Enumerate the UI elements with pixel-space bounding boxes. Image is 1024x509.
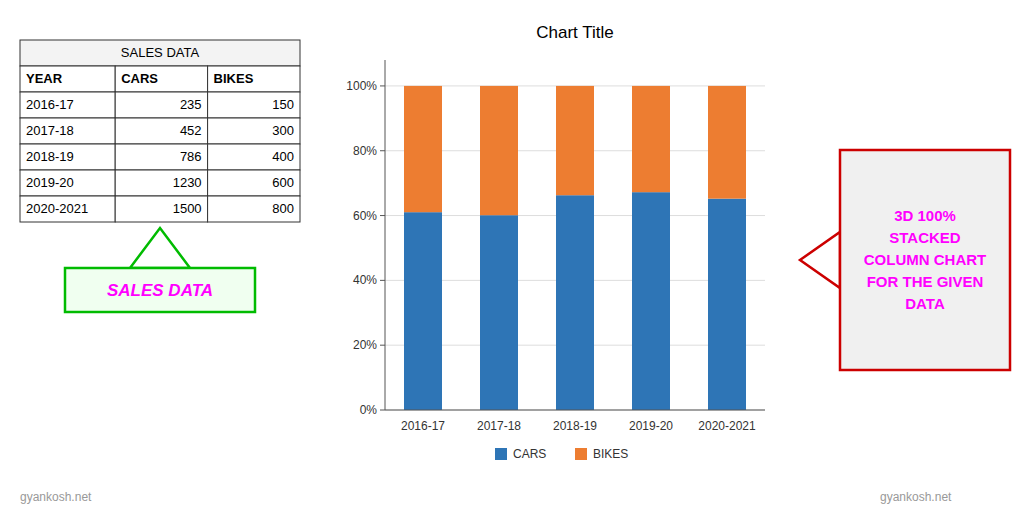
- x-tick-label: 2020-2021: [698, 419, 756, 433]
- y-tick-label: 60%: [353, 209, 377, 223]
- table-cell: [115, 144, 207, 170]
- table-column-header: CARS: [121, 71, 158, 86]
- y-tick: [380, 85, 385, 86]
- x-axis-line: [385, 410, 765, 411]
- y-tick: [380, 410, 385, 411]
- table-value: 2020-2021: [26, 201, 88, 216]
- bar-segment: [556, 86, 594, 195]
- legend-swatch: [575, 448, 587, 460]
- grid-line: [385, 410, 765, 411]
- y-axis: 0% 20% 40% 60% 80% 100%: [346, 79, 765, 417]
- table-cell: [20, 196, 115, 222]
- table-value: 2017-18: [26, 123, 74, 138]
- y-tick: [380, 280, 385, 281]
- table-column-header: YEAR: [26, 71, 63, 86]
- table-cell: [20, 170, 115, 196]
- bar-segment: [632, 86, 670, 192]
- table-cell: [20, 144, 115, 170]
- table-value: 452: [180, 123, 202, 138]
- table-cell: [115, 170, 207, 196]
- table-cell: [115, 196, 207, 222]
- annotation-arrow: [800, 232, 840, 288]
- bar-segment: [708, 199, 746, 410]
- table-cell: [208, 66, 300, 92]
- table-cell: [208, 92, 300, 118]
- table-cell: [20, 66, 115, 92]
- x-tick-label: 2018-19: [553, 419, 597, 433]
- table: SALES DATA YEAR CARS BIKES 2016-17 235 150 2017…: [20, 40, 300, 222]
- callout-box: [65, 268, 255, 312]
- y-tick: [380, 150, 385, 151]
- bar-segment: [708, 86, 746, 199]
- legend: CARS BIKES: [495, 447, 628, 461]
- y-tick-label: 80%: [353, 144, 377, 158]
- annotation-box: [840, 150, 1010, 370]
- table-value: 600: [272, 175, 294, 190]
- table-value: 800: [272, 201, 294, 216]
- table-value: 1230: [173, 175, 202, 190]
- table-cell: [20, 92, 115, 118]
- table-cell: [208, 170, 300, 196]
- chart-title: Chart Title: [536, 23, 613, 42]
- table-value: 400: [272, 149, 294, 164]
- figure: SALES DATA YEAR CARS BIKES 2016-17 235 150 2017…: [0, 0, 1024, 509]
- annotation-line: STACKED: [889, 229, 961, 246]
- table-cell: [208, 118, 300, 144]
- x-tick-label: 2019-20: [629, 419, 673, 433]
- table-cell: [20, 118, 115, 144]
- table-value: 2019-20: [26, 175, 74, 190]
- annotation-line: DATA: [905, 295, 945, 312]
- y-tick-label: 20%: [353, 338, 377, 352]
- bar-segment: [404, 212, 442, 410]
- bar-segment: [480, 215, 518, 410]
- table-header: SALES DATA: [121, 45, 200, 60]
- table-cell: [208, 144, 300, 170]
- annotation-text: 3D 100% STACKED COLUMN CHART FOR THE GIVEN D…: [864, 207, 986, 312]
- table-value: 235: [180, 97, 202, 112]
- x-axis: 2016-17 2017-18 2018-19 2019-20 2020-2021: [401, 419, 756, 433]
- table-cell: [115, 66, 207, 92]
- table-value: 150: [272, 97, 294, 112]
- table-header-cell: [20, 40, 300, 66]
- legend-label: CARS: [513, 447, 546, 461]
- background: [0, 0, 1024, 509]
- y-tick: [380, 215, 385, 216]
- annotation-line: COLUMN CHART: [864, 251, 986, 268]
- x-tick-label: 2017-18: [477, 419, 521, 433]
- legend-label: BIKES: [593, 447, 628, 461]
- callout-arrow: [130, 228, 190, 268]
- y-tick-label: 100%: [346, 79, 377, 93]
- table-column-header: BIKES: [214, 71, 254, 86]
- bars: [404, 86, 746, 410]
- table-cell: [115, 118, 207, 144]
- y-tick: [380, 345, 385, 346]
- chart: Chart Title 0% 20% 40% 60% 80% 100% 2016-17 2017…: [346, 23, 765, 461]
- table-cell: [115, 92, 207, 118]
- annotation: 3D 100% STACKED COLUMN CHART FOR THE GIVEN D…: [800, 150, 1010, 370]
- bar-segment: [556, 195, 594, 410]
- table-value: 2018-19: [26, 149, 74, 164]
- table-value: 786: [180, 149, 202, 164]
- y-axis-line: [385, 60, 386, 410]
- legend-swatch: [495, 448, 507, 460]
- annotation-line: FOR THE GIVEN: [867, 273, 984, 290]
- y-tick-label: 0%: [360, 403, 378, 417]
- x-tick-label: 2016-17: [401, 419, 445, 433]
- table-value: 1500: [173, 201, 202, 216]
- bar-segment: [632, 192, 670, 410]
- callout: SALES DATA: [65, 228, 255, 312]
- table-cell: [208, 196, 300, 222]
- watermark-text: gyankosh.net: [20, 490, 92, 504]
- table-value: 2016-17: [26, 97, 74, 112]
- watermark: gyankosh.net gyankosh.net: [20, 490, 952, 504]
- bar-segment: [480, 86, 518, 215]
- watermark-text: gyankosh.net: [880, 490, 952, 504]
- annotation-line: 3D 100%: [894, 207, 956, 224]
- bar-segment: [404, 86, 442, 212]
- table-value: 300: [272, 123, 294, 138]
- y-tick-label: 40%: [353, 273, 377, 287]
- callout-text: SALES DATA: [107, 281, 213, 300]
